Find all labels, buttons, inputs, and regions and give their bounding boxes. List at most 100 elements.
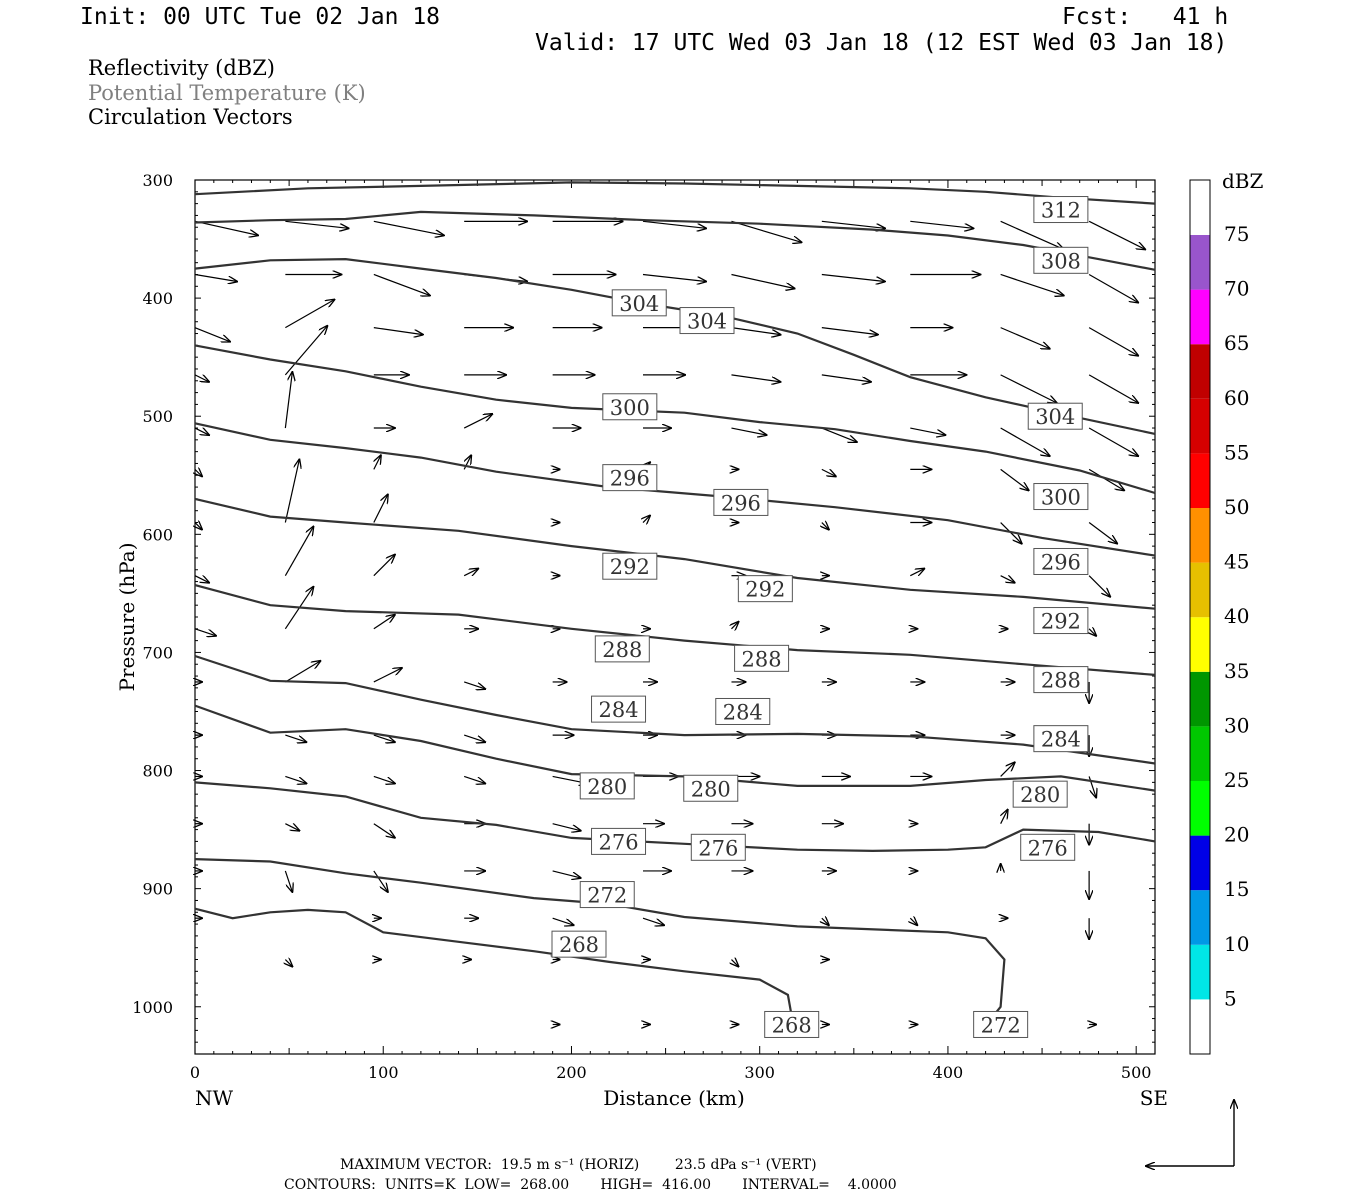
circulation-vector bbox=[373, 775, 395, 783]
contour-label: 304 bbox=[619, 292, 659, 316]
circulation-vector bbox=[463, 414, 492, 429]
circulation-vectors bbox=[195, 221, 1145, 1024]
circulation-vector bbox=[642, 220, 706, 228]
colorbar-segment bbox=[1190, 944, 1210, 1000]
contour-280 bbox=[194, 704, 1156, 792]
y-tick-label: 1000 bbox=[132, 998, 173, 1017]
theta-contours: 312 308 304 304 304 300 300 296 296 296 292 292 292 2… bbox=[194, 181, 1156, 1038]
circulation-vector bbox=[194, 576, 209, 583]
y-axis-label: Pressure (hPa) bbox=[115, 543, 139, 692]
circulation-vector bbox=[643, 516, 650, 523]
circulation-vector bbox=[821, 220, 885, 228]
circulation-vector bbox=[373, 615, 395, 630]
contour-label-box bbox=[579, 772, 635, 800]
circulation-vector bbox=[822, 523, 829, 530]
contour-label: 288 bbox=[742, 647, 782, 671]
y-tick-label: 700 bbox=[142, 643, 173, 662]
colorbar-segment bbox=[1190, 671, 1210, 727]
circulation-vector bbox=[373, 734, 395, 742]
colorbar-level-label: 55 bbox=[1224, 440, 1249, 464]
contour-label-box bbox=[973, 1010, 1029, 1038]
circulation-vector bbox=[373, 220, 444, 235]
colorbar-level-label: 65 bbox=[1224, 331, 1249, 355]
circulation-vector bbox=[642, 273, 706, 281]
x-tick-label: 200 bbox=[556, 1063, 587, 1082]
contour-label: 272 bbox=[587, 884, 627, 908]
colorbar-segment bbox=[1190, 617, 1210, 672]
y-tick-label: 800 bbox=[142, 762, 173, 781]
colorbar-segment bbox=[1190, 289, 1210, 345]
colorbar-segment bbox=[1190, 453, 1210, 508]
circulation-vector bbox=[1088, 374, 1138, 403]
contour-label-box bbox=[551, 930, 607, 958]
contour-label: 280 bbox=[691, 777, 731, 801]
circulation-vector bbox=[195, 523, 202, 530]
contour-label: 276 bbox=[598, 830, 638, 854]
contour-label: 292 bbox=[610, 555, 650, 579]
contour-label-box bbox=[1033, 246, 1089, 274]
y-tick-label: 400 bbox=[142, 289, 173, 308]
circulation-vector bbox=[731, 622, 738, 629]
contour-label: 280 bbox=[1020, 783, 1060, 807]
circulation-vector bbox=[821, 327, 878, 335]
circulation-vector bbox=[910, 220, 973, 228]
circulation-vector bbox=[373, 823, 395, 838]
contour-288 bbox=[194, 584, 1156, 676]
circulation-vector bbox=[1088, 575, 1110, 597]
circulation-vector bbox=[731, 427, 766, 435]
contour-label: 284 bbox=[723, 700, 763, 724]
colorbar-segment bbox=[1190, 835, 1210, 891]
circulation-vector bbox=[1000, 576, 1015, 583]
circulation-vector bbox=[373, 870, 388, 892]
contour-label-box bbox=[1012, 780, 1068, 808]
colorbar-segment bbox=[1190, 890, 1210, 945]
contour-label: 292 bbox=[745, 578, 785, 602]
contour-label-box bbox=[713, 488, 769, 516]
contour-label-box bbox=[737, 575, 793, 603]
y-tick-label: 600 bbox=[142, 525, 173, 544]
circulation-vector bbox=[731, 220, 801, 242]
contour-label-box bbox=[1033, 196, 1089, 224]
colorbar-level-label: 15 bbox=[1224, 877, 1249, 901]
circulation-vector bbox=[463, 734, 485, 742]
circulation-vector bbox=[821, 273, 885, 281]
circulation-vector bbox=[731, 374, 780, 382]
colorbar-level-label: 10 bbox=[1224, 932, 1249, 956]
circulation-vector bbox=[821, 427, 857, 442]
circulation-vector bbox=[194, 628, 216, 636]
contour-label-box bbox=[1033, 607, 1089, 635]
contour-label: 296 bbox=[1041, 550, 1081, 574]
circulation-vector bbox=[194, 273, 237, 281]
colorbar-unit: dBZ bbox=[1222, 169, 1264, 193]
contour-label: 276 bbox=[698, 836, 738, 860]
contour-label-box bbox=[679, 307, 735, 335]
circulation-vector bbox=[285, 300, 334, 329]
contour-label-box bbox=[602, 464, 658, 492]
contour-label: 304 bbox=[1035, 405, 1075, 429]
contour-label: 276 bbox=[1028, 836, 1068, 860]
contour-label-box bbox=[690, 833, 746, 861]
contour-label-box bbox=[1020, 833, 1076, 861]
x-tick-label: 100 bbox=[368, 1063, 399, 1082]
circulation-vector bbox=[552, 823, 581, 831]
colorbar-level-label: 45 bbox=[1224, 550, 1249, 574]
colorbar-level-label: 25 bbox=[1224, 768, 1249, 792]
x-right-end-label: SE bbox=[1140, 1086, 1168, 1110]
contour-268 bbox=[194, 907, 793, 1017]
circulation-vector bbox=[373, 273, 430, 295]
circulation-vector bbox=[1000, 327, 1050, 349]
contour-276 bbox=[194, 781, 1156, 853]
contour-label: 296 bbox=[721, 491, 761, 515]
circulation-vector bbox=[552, 917, 574, 925]
contour-label: 300 bbox=[610, 396, 650, 420]
circulation-vector bbox=[194, 428, 209, 435]
contour-308 bbox=[194, 210, 1156, 271]
x-tick-label: 400 bbox=[933, 1063, 964, 1082]
circulation-vector bbox=[1088, 427, 1138, 456]
circulation-vector bbox=[1000, 427, 1050, 456]
circulation-vector bbox=[194, 375, 209, 382]
contour-label-box bbox=[594, 635, 650, 663]
circulation-vector bbox=[1088, 776, 1096, 797]
contour-label: 292 bbox=[1041, 610, 1081, 634]
